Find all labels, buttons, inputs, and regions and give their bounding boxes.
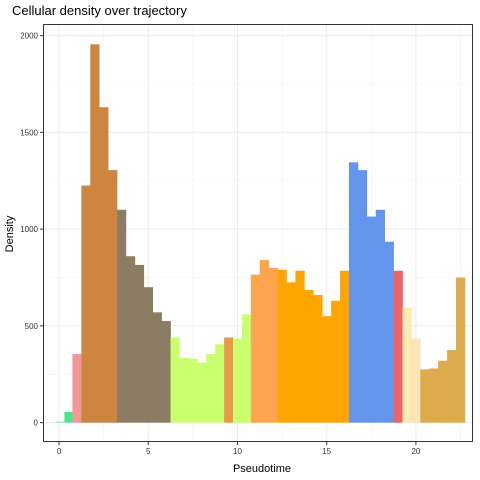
histogram-bar bbox=[233, 338, 243, 423]
histogram-bar bbox=[143, 287, 154, 423]
histogram-bar bbox=[348, 162, 359, 423]
histogram-bar bbox=[55, 421, 65, 423]
histogram-bar bbox=[72, 353, 82, 423]
histogram-bar bbox=[286, 282, 296, 423]
histogram-bar bbox=[357, 170, 368, 423]
histogram-bar bbox=[277, 269, 287, 423]
x-tick-label: 20 bbox=[411, 447, 420, 456]
histogram-bar bbox=[340, 270, 350, 423]
histogram-bar bbox=[268, 267, 278, 423]
histogram-bar bbox=[90, 44, 100, 423]
histogram-bar bbox=[393, 270, 403, 423]
histogram-bar bbox=[134, 264, 145, 423]
histogram-bar bbox=[295, 270, 305, 423]
histogram-bar bbox=[447, 350, 457, 423]
histogram-bar bbox=[125, 256, 136, 423]
histogram-bar bbox=[420, 369, 430, 423]
x-tick-label: 15 bbox=[322, 447, 331, 456]
y-tick-label: 2000 bbox=[20, 32, 38, 41]
histogram-bars bbox=[55, 44, 466, 423]
histogram-bar bbox=[108, 170, 118, 423]
histogram-bar bbox=[241, 314, 252, 423]
histogram-bar bbox=[429, 368, 439, 423]
histogram-bar bbox=[215, 344, 225, 423]
histogram-bar bbox=[259, 260, 270, 423]
histogram-bar bbox=[384, 241, 394, 423]
y-tick-label: 0 bbox=[34, 419, 39, 428]
histogram-bar bbox=[188, 358, 198, 423]
histogram-bar bbox=[64, 412, 73, 423]
histogram-bar bbox=[322, 316, 332, 423]
histogram-bar bbox=[170, 337, 180, 423]
histogram-bar bbox=[206, 353, 216, 423]
histogram-bar bbox=[179, 357, 189, 423]
y-tick-label: 1500 bbox=[20, 128, 38, 137]
x-tick-label: 10 bbox=[233, 447, 242, 456]
histogram-bar bbox=[99, 107, 109, 423]
histogram-bar bbox=[366, 216, 377, 423]
x-axis-title: Pseudotime bbox=[233, 463, 291, 475]
chart-title: Cellular density over trajectory bbox=[12, 3, 187, 18]
histogram-bar bbox=[304, 290, 314, 423]
y-tick-label: 1000 bbox=[20, 225, 38, 234]
histogram-bar bbox=[456, 277, 466, 423]
histogram-bar bbox=[375, 209, 385, 423]
histogram-bar bbox=[402, 307, 412, 423]
histogram-bar bbox=[81, 185, 91, 423]
histogram-bar bbox=[250, 274, 261, 423]
histogram-bar bbox=[411, 338, 421, 423]
histogram-bar bbox=[224, 337, 234, 423]
plot-panel bbox=[43, 24, 473, 442]
histogram-bar bbox=[331, 300, 341, 423]
y-axis: 0 500 1000 1500 2000 bbox=[20, 32, 43, 428]
histogram-bar bbox=[197, 362, 207, 423]
histogram-bar bbox=[313, 294, 323, 423]
x-tick-label: 0 bbox=[57, 447, 62, 456]
y-axis-title: Density bbox=[4, 215, 16, 252]
histogram-bar bbox=[438, 360, 448, 423]
y-tick-label: 500 bbox=[25, 322, 39, 331]
histogram-bar bbox=[117, 209, 127, 423]
histogram-bar bbox=[161, 321, 171, 423]
x-tick-label: 5 bbox=[146, 447, 151, 456]
histogram-bar bbox=[152, 312, 162, 423]
panel-border bbox=[43, 24, 473, 442]
x-axis: 0 5 10 15 20 bbox=[57, 442, 421, 456]
